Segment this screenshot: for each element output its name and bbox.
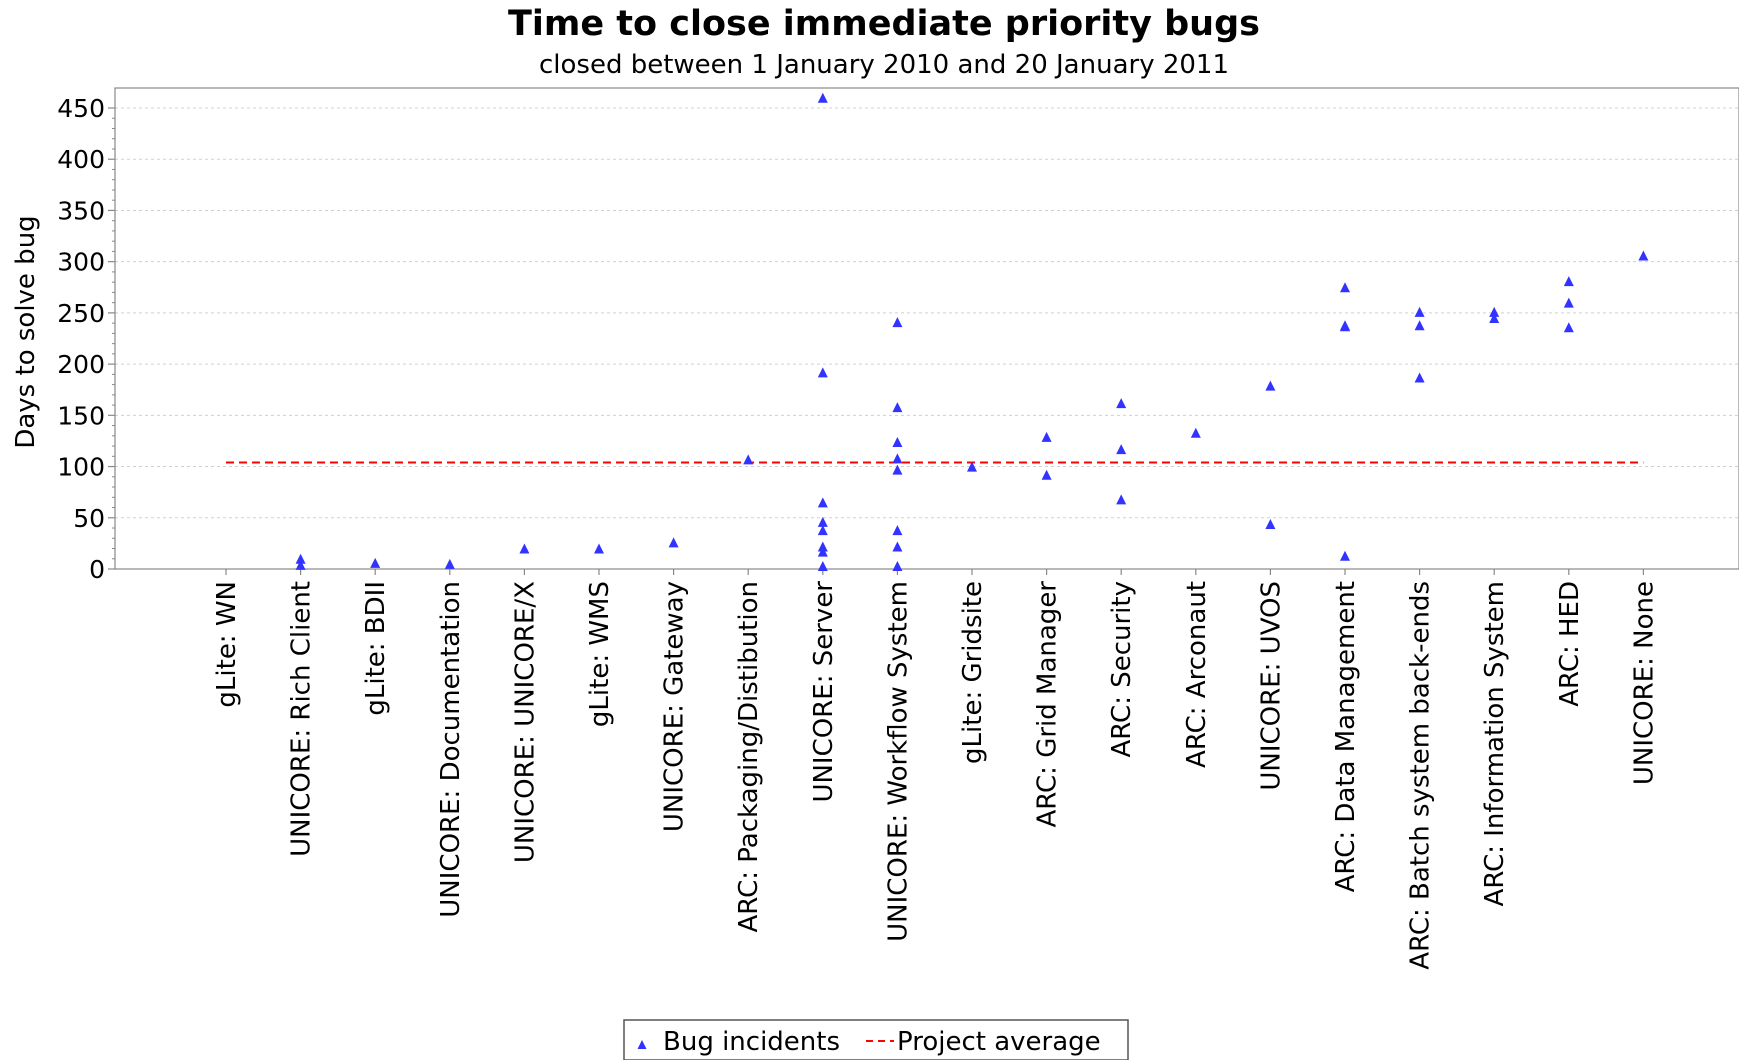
bug-incident-point	[1414, 306, 1425, 317]
bug-incident-point	[1116, 398, 1127, 409]
bug-incident-point	[1041, 431, 1052, 442]
x-tick-label: gLite: WMS	[585, 581, 615, 727]
x-tick-label: gLite: Gridsite	[958, 581, 988, 764]
bug-incident-point	[444, 558, 455, 569]
y-tick-label: 250	[57, 299, 105, 328]
bug-incident-point	[1340, 550, 1350, 561]
y-axis-label: Days to solve bug	[11, 215, 41, 448]
bug-incident-point	[370, 557, 381, 568]
x-tick-label: ARC: Data Management	[1331, 581, 1361, 892]
x-tick-label: ARC: Packaging/Distibution	[734, 581, 764, 932]
chart-subtitle: closed between 1 January 2010 and 20 Jan…	[539, 50, 1229, 80]
legend-box	[623, 1019, 1129, 1060]
bug-incident-point	[1265, 518, 1276, 529]
legend-triangle-icon	[637, 1040, 647, 1049]
y-tick-label: 400	[57, 145, 105, 174]
y-tick-label: 300	[57, 248, 105, 277]
plot-area	[114, 87, 1739, 570]
x-tick-label: ARC: Grid Manager	[1033, 581, 1063, 828]
bug-incident-point	[1414, 320, 1425, 331]
x-tick-label: UNICORE: Rich Client	[287, 581, 317, 857]
y-tick-label: 100	[57, 453, 105, 482]
x-tick-label: UNICORE: UNICORE/X	[510, 581, 540, 863]
bug-incident-point	[892, 402, 903, 413]
y-tick-label: 200	[57, 350, 105, 379]
legend: Bug incidents Project average	[623, 1019, 1129, 1060]
bug-incident-point	[1489, 306, 1500, 317]
legend-project-average: Project average	[897, 1027, 1101, 1057]
x-tick-label: ARC: Security	[1107, 581, 1137, 758]
bug-incident-point	[1340, 321, 1350, 332]
x-tick-label: UNICORE: UVOS	[1256, 581, 1286, 791]
bug-incident-point	[967, 461, 977, 472]
x-tick-label: gLite: WN	[212, 581, 242, 708]
bug-incident-point	[817, 560, 828, 571]
bug-incident-point	[1489, 313, 1500, 324]
x-tick-label: ARC: HED	[1555, 581, 1585, 707]
bug-incident-point	[817, 497, 828, 508]
y-tick-label: 150	[57, 401, 105, 430]
x-axis: gLite: WN UNICORE: Rich Client gLite: BDII…	[212, 569, 1659, 970]
bug-incident-point	[892, 560, 903, 571]
bug-incident-point	[817, 541, 828, 552]
x-tick-label: UNICORE: None	[1629, 581, 1659, 785]
bug-incident-point	[743, 454, 754, 465]
bug-incident-point	[519, 543, 530, 554]
bug-incident-point	[817, 546, 828, 557]
bug-incident-point	[1265, 380, 1276, 391]
bug-incident-point	[594, 543, 604, 554]
bug-incident-point	[1116, 444, 1127, 455]
chart-title: Time to close immediate priority bugs	[508, 4, 1260, 44]
x-tick-label: UNICORE: Documentation	[436, 581, 466, 918]
bug-incident-point	[892, 436, 903, 447]
y-tick-label: 50	[73, 504, 105, 533]
x-tick-label: ARC: Information System	[1480, 581, 1510, 906]
gridlines	[115, 107, 1739, 519]
bug-incident-point	[817, 92, 828, 103]
bug-incident-point	[668, 537, 679, 548]
x-tick-label: gLite: BDII	[361, 581, 391, 716]
points-layer	[295, 92, 1649, 571]
bug-incident-point	[892, 453, 903, 464]
bug-incident-point	[295, 559, 306, 570]
bug-incident-point	[295, 553, 306, 564]
bug-incident-point	[892, 525, 903, 536]
y-axis: 0 50 100 150 200 250 300 350 400 450	[57, 94, 115, 584]
bug-incident-point	[817, 367, 828, 378]
y-tick-label: 450	[57, 94, 105, 123]
bug-incident-point	[1116, 494, 1127, 505]
bug-incident-point	[1563, 276, 1574, 287]
bug-incident-point	[1638, 250, 1649, 261]
bug-incident-point	[1041, 469, 1052, 480]
bug-incident-point	[1563, 297, 1574, 308]
x-tick-label: UNICORE: Server	[809, 581, 839, 803]
x-tick-label: ARC: Batch system back-ends	[1406, 581, 1436, 970]
x-tick-label: UNICORE: Gateway	[660, 581, 690, 832]
bug-incident-point	[892, 541, 903, 552]
bug-incident-point	[1190, 427, 1201, 438]
bug-incident-point	[892, 317, 903, 328]
x-tick-label: ARC: Arconaut	[1182, 581, 1212, 768]
bug-incident-point	[1563, 322, 1574, 333]
x-tick-label: UNICORE: Workflow System	[883, 581, 913, 942]
bug-incident-point	[1340, 282, 1350, 293]
bug-incident-point	[817, 525, 828, 536]
y-tick-label: 350	[57, 196, 105, 225]
legend-bug-incidents: Bug incidents	[663, 1027, 840, 1057]
y-tick-label: 0	[89, 555, 105, 584]
bug-incident-point	[817, 516, 828, 527]
bug-incident-point	[1414, 372, 1425, 383]
bug-incident-point	[892, 464, 903, 475]
